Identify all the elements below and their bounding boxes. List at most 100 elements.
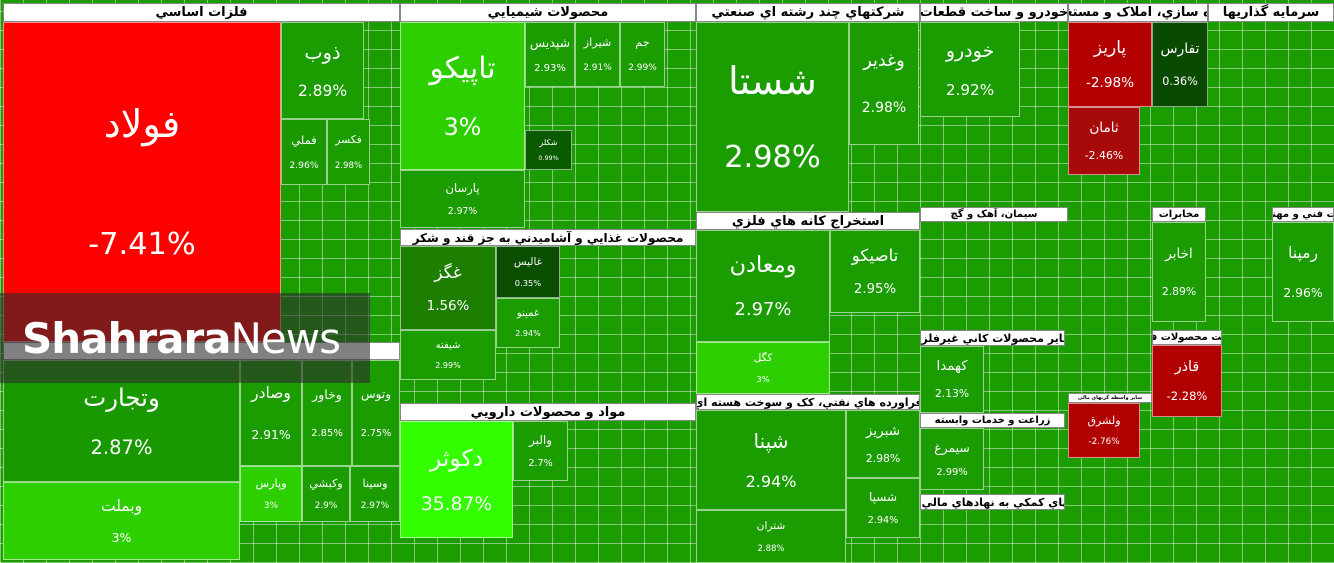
stock-tile: شپنا 2.94% bbox=[696, 410, 846, 510]
stock-name: خودرو bbox=[945, 40, 995, 63]
stock-name: پارسان bbox=[445, 181, 480, 195]
stock-tile: غگز 1.56% bbox=[400, 246, 496, 330]
stock-change: 3% bbox=[756, 374, 770, 384]
stock-name: شيراز bbox=[583, 36, 612, 49]
stock-tile: ومعادن 2.97% bbox=[696, 230, 830, 342]
stock-name: والبر bbox=[528, 432, 553, 447]
stock-change: 3% bbox=[263, 501, 279, 511]
sector-header: ساير محصولات کاني غيرفلزي bbox=[920, 330, 1065, 346]
sector-header: مواد و محصولات دارويي bbox=[400, 403, 696, 421]
stock-change: 2.89% bbox=[297, 82, 348, 101]
stock-change: 2.7% bbox=[528, 458, 553, 470]
stock-tile: والبر 2.7% bbox=[513, 421, 568, 481]
stock-change: 2.93% bbox=[534, 63, 566, 74]
stock-name: وپارس bbox=[255, 477, 287, 490]
stock-name: شستا bbox=[728, 59, 817, 103]
stock-name: ذوب bbox=[304, 40, 341, 64]
stock-change: -7.41% bbox=[88, 226, 196, 262]
stock-change: 2.97% bbox=[447, 206, 478, 217]
stock-change: 2.97% bbox=[734, 299, 792, 321]
stock-name: شسپا bbox=[868, 489, 898, 504]
stock-tile: شتران 2.88% bbox=[696, 510, 846, 563]
sector-header: ساير واسطه گريهاي مالي bbox=[1068, 393, 1152, 403]
stock-name: غگز bbox=[434, 262, 462, 283]
sector-header: مخابرات bbox=[1152, 207, 1206, 222]
stock-tile: تفارس 0.36% bbox=[1152, 22, 1208, 107]
stock-change: 2.95% bbox=[853, 281, 897, 297]
stock-tile: وکبشي 2.9% bbox=[302, 466, 350, 522]
stock-name: فولاد bbox=[103, 102, 181, 147]
stock-tile: جم 2.99% bbox=[620, 22, 665, 87]
stock-tile: ذوب 2.89% bbox=[281, 22, 364, 119]
stock-tile: شيفته 2.99% bbox=[400, 330, 496, 380]
stock-change: 2.89% bbox=[1161, 285, 1197, 299]
sector-header: زراعت و خدمات وابسته bbox=[920, 413, 1065, 428]
stock-tile: شکلر 0.99% bbox=[525, 130, 572, 170]
stock-name: غاليس bbox=[513, 256, 543, 268]
stock-change: 2.96% bbox=[289, 160, 319, 172]
stock-change: 3% bbox=[111, 530, 132, 545]
stock-tile: دکوثر 35.87% bbox=[400, 421, 513, 538]
stock-tile: وسينا 2.97% bbox=[350, 466, 400, 522]
sector-header: ساخت محصولات فلزي bbox=[1152, 330, 1222, 345]
sector-header: سرمايه گذاريها bbox=[1208, 3, 1334, 22]
stock-name: تفارس bbox=[1160, 40, 1200, 57]
stock-change: 2.98% bbox=[334, 160, 363, 171]
stock-tile: شسپا 2.94% bbox=[846, 478, 920, 538]
sector-header: شرکتهاي چند رشته اي صنعتي bbox=[696, 3, 920, 22]
stock-name: فملي bbox=[291, 132, 317, 147]
watermark: Shahrara News bbox=[0, 293, 370, 383]
sector-header: خودرو و ساخت قطعات bbox=[920, 3, 1068, 22]
stock-tile: وبملت 3% bbox=[3, 482, 240, 560]
stock-change: 2.85% bbox=[311, 428, 343, 440]
sector-header: محصولات غذايي و آشاميدني به جز قند و شکر bbox=[400, 229, 696, 246]
stock-change: 2.98% bbox=[861, 100, 907, 116]
stock-name: وتوس bbox=[361, 387, 391, 401]
stock-change: 2.87% bbox=[90, 435, 153, 459]
stock-change: 0.36% bbox=[1162, 75, 1198, 89]
stock-tile: وغدير 2.98% bbox=[849, 22, 919, 145]
stock-name: ثامان bbox=[1089, 120, 1119, 136]
stock-name: پاريز bbox=[1093, 38, 1127, 59]
stock-name: ولشرق bbox=[1087, 413, 1121, 427]
stock-change: 0.99% bbox=[538, 154, 559, 163]
stock-name: شتران bbox=[756, 520, 786, 533]
stock-tile: فکسر 2.98% bbox=[327, 119, 370, 185]
stock-tile: غمينو 2.94% bbox=[496, 298, 560, 348]
stock-tile: کهمدا 2.13% bbox=[920, 346, 984, 413]
watermark-bold: Shahrara bbox=[22, 313, 232, 363]
stock-change: 2.13% bbox=[934, 387, 970, 400]
stock-name: شبريز bbox=[865, 423, 901, 439]
stock-change: 2.91% bbox=[583, 63, 612, 73]
stock-name: جم bbox=[635, 36, 650, 49]
sector-header: فلزات اساسي bbox=[3, 3, 400, 22]
sector-header: خدمات فني و مهندسي bbox=[1272, 207, 1334, 222]
sector-header: سيمان، آهک و گچ bbox=[920, 207, 1068, 222]
stock-tile: شبريز 2.98% bbox=[846, 410, 920, 478]
stock-name: کهمدا bbox=[936, 359, 968, 374]
stock-name: تاصيکو bbox=[851, 246, 899, 266]
stock-name: فکسر bbox=[335, 133, 362, 147]
sector-header: استخراج کانه هاي فلزي bbox=[696, 212, 920, 230]
stock-tile: تاپيکو 3% bbox=[400, 22, 525, 170]
stock-tile: شستا 2.98% bbox=[696, 22, 849, 212]
stock-change: 2.99% bbox=[628, 63, 657, 73]
stock-tile: ولشرق -2.76% bbox=[1068, 403, 1140, 458]
stock-tile: خودرو 2.92% bbox=[920, 22, 1020, 117]
sector-header: محصولات شيميايي bbox=[400, 3, 696, 22]
stock-change: 2.94% bbox=[745, 472, 797, 491]
sector-header: فراورده هاي نفتي، کک و سوخت هسته اي bbox=[696, 394, 920, 410]
stock-tile: غاليس 0.35% bbox=[496, 246, 560, 298]
stock-change: 2.9% bbox=[314, 501, 338, 511]
stock-name: شپنا bbox=[753, 429, 789, 453]
stock-name: رمپنا bbox=[1288, 244, 1318, 263]
stock-change: 0.35% bbox=[514, 278, 542, 288]
stock-tile: پاريز -2.98% bbox=[1068, 22, 1152, 107]
stock-change: 2.97% bbox=[360, 501, 390, 511]
stock-change: 2.94% bbox=[867, 515, 899, 527]
stock-name: تاپيکو bbox=[429, 50, 496, 85]
stock-name: وصادر bbox=[251, 384, 291, 403]
stock-name: وتجارت bbox=[83, 383, 160, 413]
sector-header: انبوه سازي، املاک و مستغلات bbox=[1068, 3, 1208, 22]
stock-tile: کگل 3% bbox=[696, 342, 830, 394]
